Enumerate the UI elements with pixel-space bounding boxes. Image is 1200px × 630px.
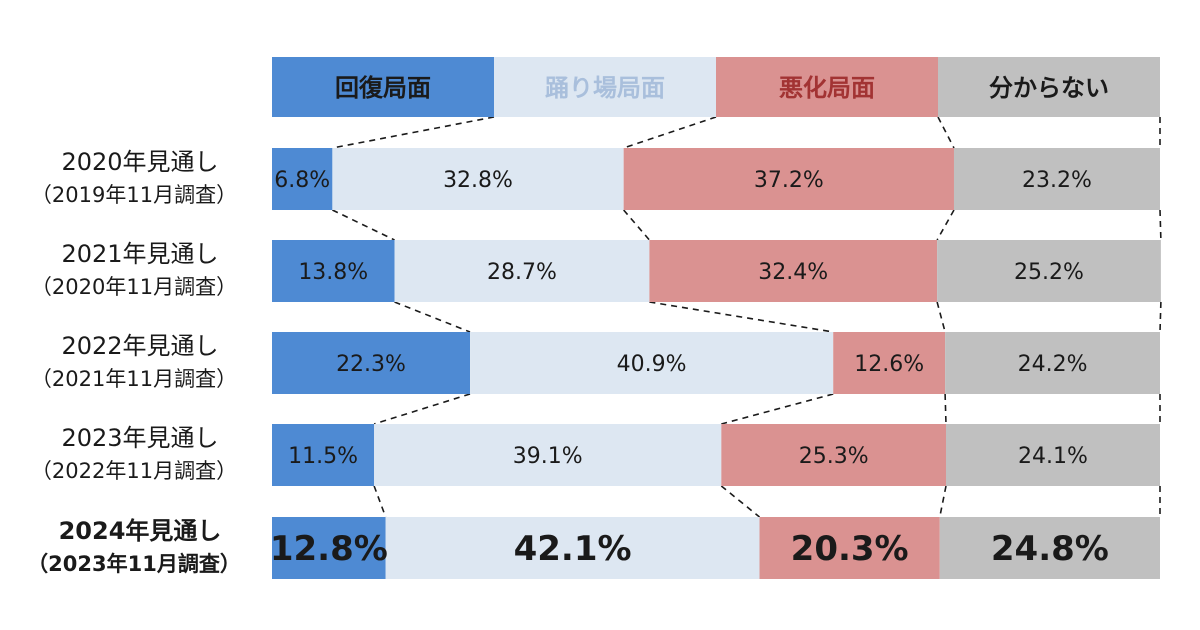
- connector-r3-1: [373, 485, 387, 518]
- connector-r0-1: [332, 209, 395, 241]
- connector-r3-2: [720, 485, 761, 518]
- category-label-4: 2024年見通し: [59, 517, 222, 545]
- bar-segment-r4-s3: [939, 517, 1160, 579]
- bar-segment-r1-s0: [272, 240, 395, 302]
- category-label-3: 2023年見通し: [61, 424, 218, 452]
- bar-segment-r4-s1: [385, 517, 760, 579]
- value-label-r1-s0: 13.8%: [298, 260, 368, 285]
- bar-segment-r2-s1: [470, 332, 834, 394]
- legend-swatch-3: [938, 57, 1160, 117]
- category-sublabel-4: （2023年11月調査）: [27, 552, 241, 576]
- value-label-r0-s2: 37.2%: [754, 168, 824, 193]
- value-label-r2-s2: 12.6%: [854, 352, 924, 377]
- value-label-r4-s1: 42.1%: [514, 529, 632, 569]
- legend-label-1: 踊り場局面: [545, 74, 665, 102]
- value-label-r3-s1: 39.1%: [513, 444, 583, 469]
- value-label-r0-s0: 6.8%: [274, 168, 330, 193]
- legend-label-3: 分からない: [989, 74, 1109, 102]
- category-label-0: 2020年見通し: [61, 148, 218, 176]
- bar-segment-r3-s2: [721, 424, 946, 486]
- value-label-r3-s0: 11.5%: [288, 444, 358, 469]
- value-label-r1-s1: 28.7%: [487, 260, 557, 285]
- connector-r2-2: [721, 393, 834, 425]
- value-label-r4-s0: 12.8%: [270, 529, 388, 569]
- legend-label-2: 悪化局面: [779, 74, 875, 102]
- bar-segment-r1-s1: [394, 240, 650, 302]
- connector-legend-1: [332, 116, 495, 149]
- bar-segment-r0-s0: [272, 148, 333, 210]
- value-label-r2-s0: 22.3%: [336, 352, 406, 377]
- bar-segment-r2-s2: [833, 332, 946, 394]
- category-sublabel-0: （2019年11月調査）: [31, 183, 237, 207]
- connector-legend-3: [937, 116, 955, 149]
- value-label-r0-s3: 23.2%: [1022, 168, 1092, 193]
- bar-segment-r2-s0: [272, 332, 471, 394]
- connector-r0-2: [623, 209, 651, 241]
- connector-r2-3: [944, 393, 947, 425]
- connector-lines: [332, 116, 1162, 518]
- legend-swatch-2: [716, 57, 938, 117]
- bar-segment-r1-s2: [649, 240, 938, 302]
- category-sublabel-3: （2022年11月調査）: [31, 459, 237, 483]
- category-label-2: 2022年見通し: [61, 332, 218, 360]
- bar-segment-r1-s3: [937, 240, 1161, 302]
- value-label-r4-s3: 24.8%: [991, 529, 1109, 569]
- legend: 回復局面 踊り場局面 悪化局面 分からない: [272, 57, 1160, 117]
- bar-segment-r3-s3: [945, 424, 1160, 486]
- category-labels: 2020年見通し （2019年11月調査） 2021年見通し （2020年11月調査）…: [27, 148, 241, 576]
- connector-legend-2: [623, 116, 717, 149]
- value-label-r3-s2: 25.3%: [799, 444, 869, 469]
- connector-r2-1: [373, 393, 471, 425]
- value-label-r0-s1: 32.8%: [443, 168, 513, 193]
- connector-r1-1: [394, 301, 471, 333]
- bar-segment-r3-s1: [374, 424, 722, 486]
- bars: 6.8% 32.8% 37.2% 23.2% 13.8% 28.7% 32.4% 25.2% 2…: [270, 148, 1161, 579]
- value-label-r3-s3: 24.1%: [1018, 444, 1088, 469]
- legend-swatch-0: [272, 57, 494, 117]
- legend-swatch-1: [494, 57, 716, 117]
- value-label-r1-s3: 25.2%: [1014, 260, 1084, 285]
- connector-r3-3: [938, 485, 947, 518]
- value-label-r1-s2: 32.4%: [758, 260, 828, 285]
- connector-r1-2: [649, 301, 834, 333]
- value-label-r4-s2: 20.3%: [791, 529, 909, 569]
- value-label-r2-s3: 24.2%: [1018, 352, 1088, 377]
- bar-segment-r3-s0: [272, 424, 375, 486]
- bar-segment-r0-s3: [953, 148, 1160, 210]
- bar-segment-r4-s0: [272, 517, 386, 579]
- category-sublabel-2: （2021年11月調査）: [31, 367, 237, 391]
- category-label-1: 2021年見通し: [61, 240, 218, 268]
- legend-label-0: 回復局面: [335, 74, 431, 102]
- connector-r0-4: [1159, 209, 1162, 241]
- value-label-r2-s1: 40.9%: [617, 352, 687, 377]
- connector-r0-3: [936, 209, 955, 241]
- bar-segment-r4-s2: [759, 517, 940, 579]
- connector-r1-3: [936, 301, 946, 333]
- bar-segment-r2-s3: [945, 332, 1160, 394]
- bar-segment-r0-s2: [623, 148, 954, 210]
- connector-r1-4: [1159, 301, 1162, 333]
- bar-segment-r0-s1: [332, 148, 624, 210]
- category-sublabel-1: （2020年11月調査）: [31, 275, 237, 299]
